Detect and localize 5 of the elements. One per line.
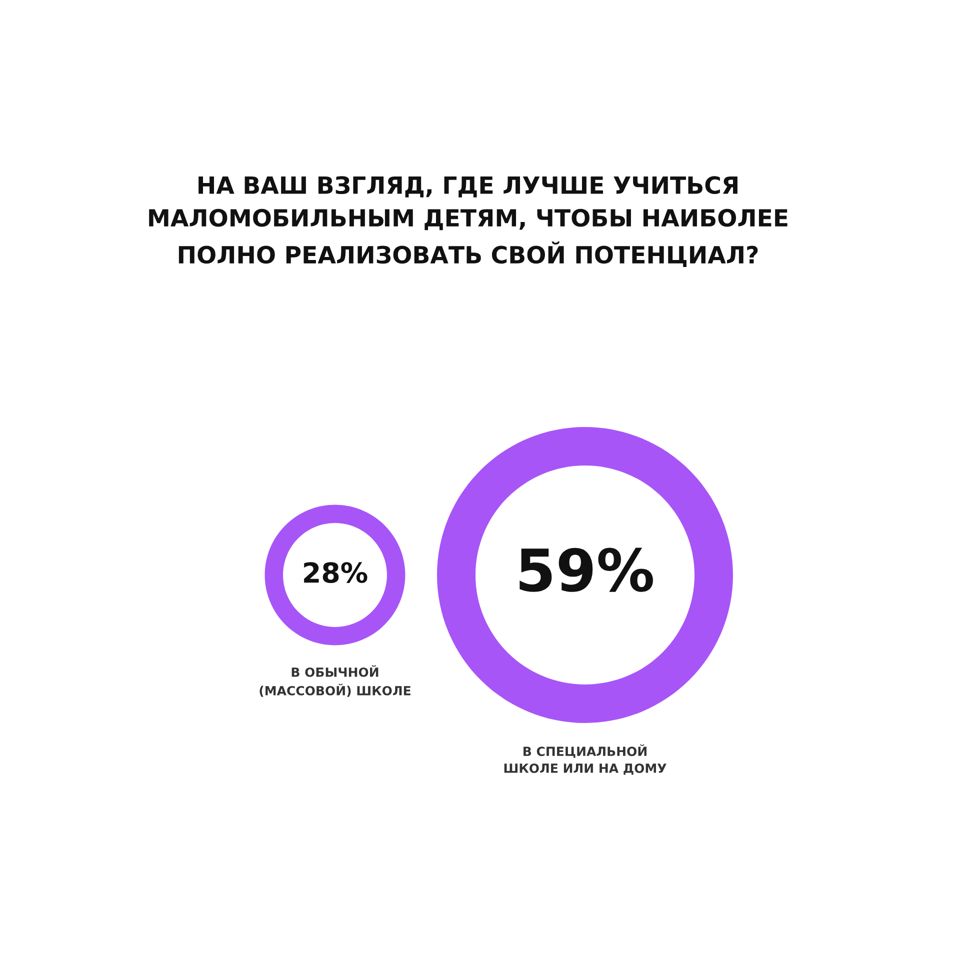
category-label: В СПЕЦИАЛЬНОЙ ШКОЛЕ ИЛИ НА ДОМУ (504, 744, 666, 775)
data-label: 28% (304, 562, 368, 584)
data-label: 59% (520, 548, 653, 592)
category-label: В ОБЫЧНОЙ (МАССОВОЙ) ШКОЛЕ (260, 665, 410, 697)
text: НА ВАШ ВЗГЛЯД, ГДЕ ЛУЧШЕ УЧИТЬСЯ МАЛОМОБИЛЬНЫМ ДЕТЯМ, ЧТОБЫ НАИБОЛЕЕ ПОЛНО РЕАЛИЗОВАТЬ СВОЙ ПОТЕНЦИАЛ? (149, 176, 788, 268)
